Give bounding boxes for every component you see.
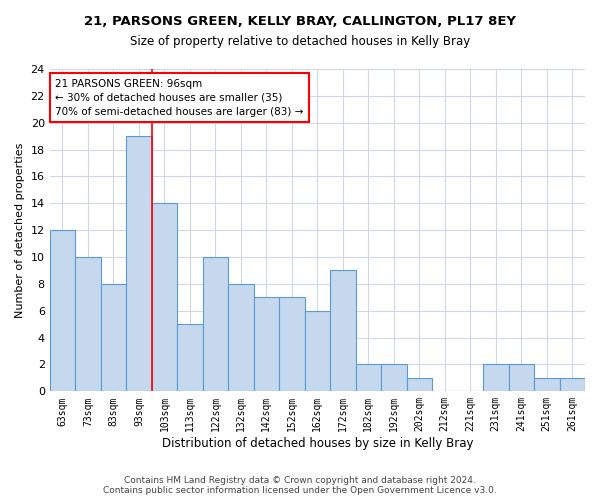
Bar [534,378,560,392]
Bar [356,364,381,392]
Text: Contains HM Land Registry data © Crown copyright and database right 2024.
Contai: Contains HM Land Registry data © Crown c… [103,476,497,495]
Bar [509,364,534,392]
Bar [330,270,356,392]
Bar [560,378,585,392]
Bar [305,310,330,392]
Bar [101,284,126,392]
Bar [50,230,75,392]
Bar [228,284,254,392]
Bar [152,204,177,392]
Bar [254,298,279,392]
X-axis label: Distribution of detached houses by size in Kelly Bray: Distribution of detached houses by size … [161,437,473,450]
Bar [407,378,432,392]
Text: 21 PARSONS GREEN: 96sqm
← 30% of detached houses are smaller (35)
70% of semi-de: 21 PARSONS GREEN: 96sqm ← 30% of detache… [55,78,304,116]
Bar [177,324,203,392]
Bar [75,257,101,392]
Text: Size of property relative to detached houses in Kelly Bray: Size of property relative to detached ho… [130,35,470,48]
Text: 21, PARSONS GREEN, KELLY BRAY, CALLINGTON, PL17 8EY: 21, PARSONS GREEN, KELLY BRAY, CALLINGTO… [84,15,516,28]
Bar [203,257,228,392]
Bar [126,136,152,392]
Y-axis label: Number of detached properties: Number of detached properties [15,142,25,318]
Bar [279,298,305,392]
Bar [381,364,407,392]
Bar [483,364,509,392]
